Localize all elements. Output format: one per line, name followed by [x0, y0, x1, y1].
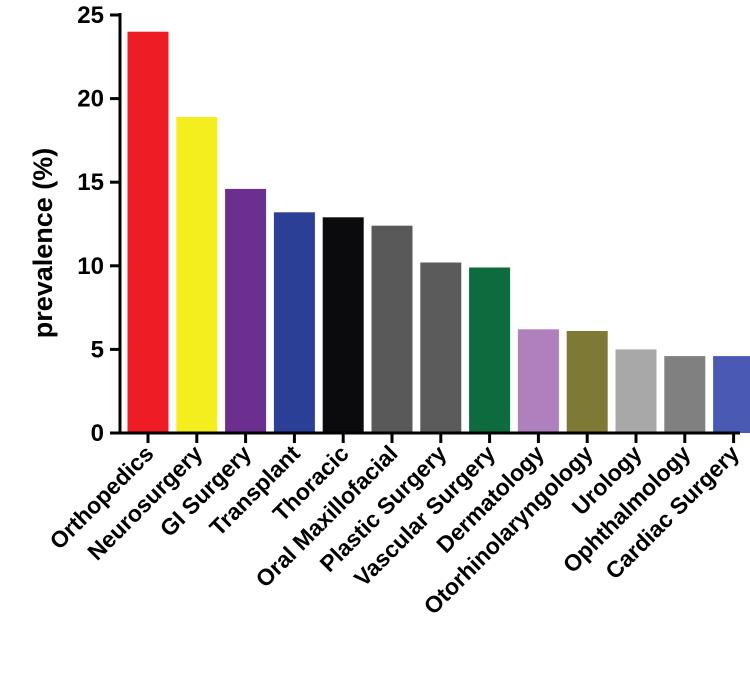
bar-vascular-surgery — [469, 267, 511, 433]
y-tick-label: 20 — [77, 86, 104, 113]
y-tick-label: 15 — [77, 169, 104, 196]
bar-dermatology — [517, 329, 559, 433]
bar-thoracic — [322, 217, 364, 433]
bar-gi-surgery — [225, 188, 267, 433]
y-axis-title: prevalence (%) — [28, 148, 58, 339]
bar-plastic-surgery — [420, 262, 462, 433]
y-tick-label: 0 — [91, 420, 104, 447]
y-tick-label: 25 — [77, 2, 104, 29]
bar-oral-maxillofacial — [371, 225, 413, 433]
bar-transplant — [273, 212, 315, 433]
bar-neurosurgery — [176, 117, 218, 433]
bars — [127, 31, 750, 433]
bar-urology — [615, 349, 657, 433]
bar-cardiac-surgery — [713, 356, 750, 433]
bar-otorhinolaryngology — [566, 331, 608, 433]
bar-orthopedics — [127, 31, 169, 433]
bar-ophthalmology — [664, 356, 706, 433]
y-tick-label: 5 — [91, 336, 104, 363]
y-axis: 0 5 10 15 20 25 — [77, 2, 122, 447]
y-tick-label: 10 — [77, 253, 104, 280]
